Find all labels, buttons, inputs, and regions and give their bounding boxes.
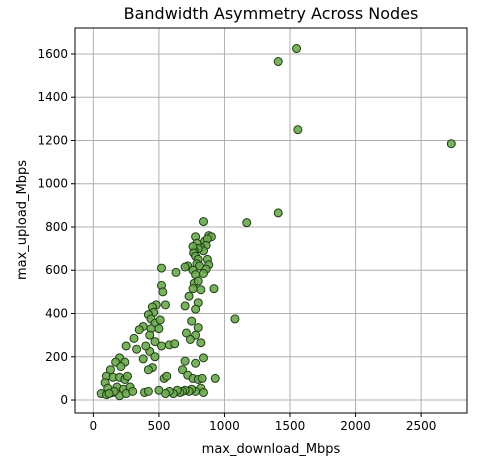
data-point <box>116 361 126 371</box>
x-tick-label: 500 <box>147 419 170 433</box>
data-point <box>138 354 148 364</box>
data-point <box>187 316 197 326</box>
grid <box>75 28 467 413</box>
data-point <box>129 333 139 343</box>
data-point <box>198 268 208 278</box>
data-point <box>134 325 144 335</box>
data-point <box>154 385 164 395</box>
data-point <box>181 328 191 338</box>
data-point <box>180 301 190 311</box>
x-axis-label: max_download_Mbps <box>202 442 341 457</box>
data-point <box>184 291 194 301</box>
data-point <box>157 263 167 273</box>
data-point <box>185 334 195 344</box>
y-axis-label: max_upload_Mbps <box>15 160 30 280</box>
y-tick-label: 1200 <box>37 133 68 147</box>
data-point <box>198 387 208 397</box>
y-tick-label: 800 <box>45 220 68 234</box>
data-point <box>193 276 203 286</box>
data-point <box>273 57 283 67</box>
data-point <box>143 386 153 396</box>
data-point <box>210 373 220 383</box>
data-point <box>154 324 164 334</box>
data-point <box>209 284 219 294</box>
y-tick-label: 1400 <box>37 90 68 104</box>
chart-title: Bandwidth Asymmetry Across Nodes <box>124 4 419 23</box>
data-point <box>171 267 181 277</box>
data-point <box>158 287 168 297</box>
data-point <box>143 365 153 375</box>
y-tick-label: 600 <box>45 263 68 277</box>
data-point <box>128 386 138 396</box>
data-point <box>150 352 160 362</box>
y-tick-label: 1600 <box>37 47 68 61</box>
data-point <box>293 125 303 135</box>
data-point <box>170 339 180 349</box>
data-points <box>96 44 456 401</box>
y-tick-label: 0 <box>60 393 68 407</box>
data-point <box>191 304 201 314</box>
x-axis-ticks: 0 500 1000 1500 2000 2500 <box>90 413 437 433</box>
y-tick-label: 400 <box>45 307 68 321</box>
data-point <box>141 341 151 351</box>
data-point <box>122 371 132 381</box>
data-point <box>196 338 206 348</box>
data-point <box>160 300 170 310</box>
data-point <box>191 358 201 368</box>
x-tick-label: 2500 <box>406 419 437 433</box>
data-point <box>180 262 190 272</box>
data-point <box>196 285 206 295</box>
data-point <box>197 373 207 383</box>
data-point <box>121 341 131 351</box>
data-point <box>242 218 252 228</box>
data-point <box>104 389 114 399</box>
data-point <box>157 341 167 351</box>
data-point <box>145 330 155 340</box>
x-tick-label: 2000 <box>340 419 371 433</box>
data-point <box>150 337 160 347</box>
x-tick-label: 1000 <box>209 419 240 433</box>
data-point <box>188 284 198 294</box>
data-point <box>446 139 456 149</box>
data-point <box>273 208 283 218</box>
data-point <box>198 217 208 227</box>
data-point <box>132 344 142 354</box>
y-tick-label: 1000 <box>37 177 68 191</box>
data-point <box>292 44 302 54</box>
x-tick-label: 0 <box>90 419 98 433</box>
data-point <box>155 315 165 325</box>
data-point <box>193 323 203 333</box>
data-point <box>162 371 172 381</box>
data-point <box>198 353 208 363</box>
x-tick-label: 1500 <box>275 419 306 433</box>
data-point <box>180 356 190 366</box>
data-point <box>230 314 240 324</box>
y-tick-label: 200 <box>45 350 68 364</box>
data-point <box>178 365 188 375</box>
y-axis-ticks: 0 200 400 600 800 1000 1200 1400 1600 <box>37 47 75 407</box>
plot-frame <box>74 27 468 414</box>
